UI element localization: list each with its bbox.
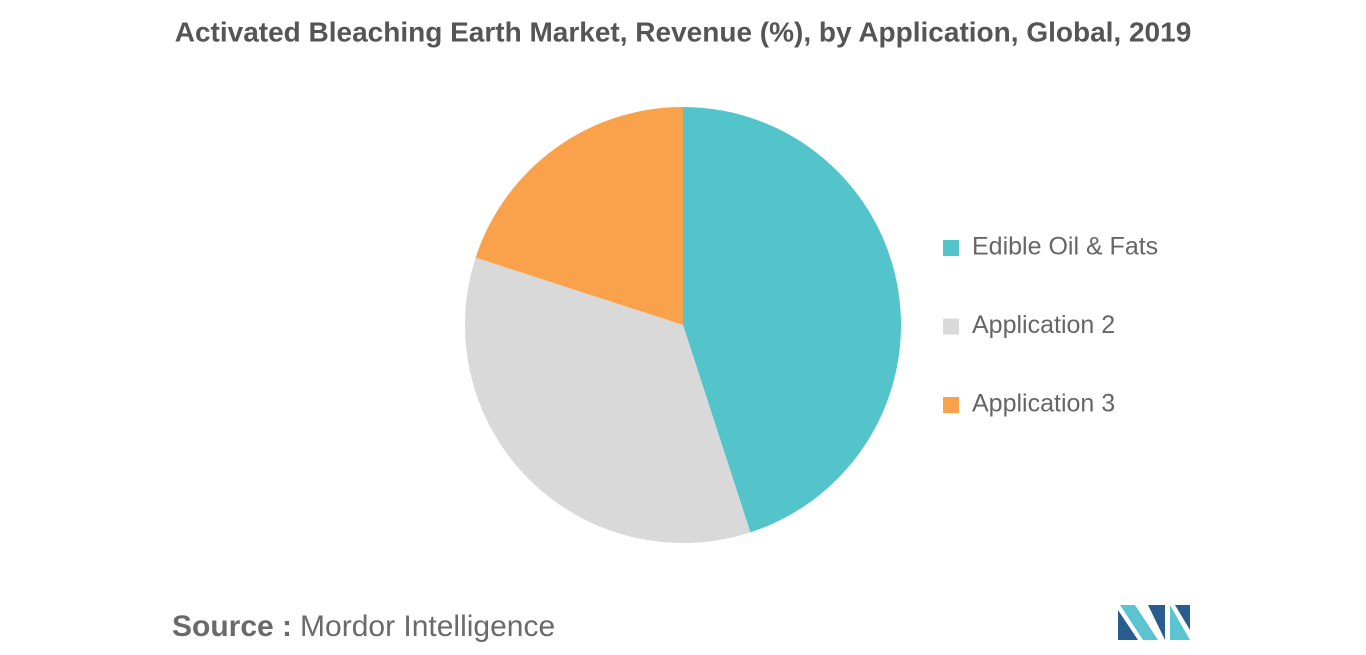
legend-label: Application 3 xyxy=(972,390,1115,418)
pie xyxy=(464,107,901,543)
pie-slice xyxy=(683,107,901,533)
legend-swatch xyxy=(943,240,959,256)
source-name: Mordor Intelligence xyxy=(300,610,555,643)
legend-swatch xyxy=(943,397,959,413)
logo xyxy=(1118,605,1190,640)
pie-slice xyxy=(464,257,751,543)
legend-swatch xyxy=(943,318,959,335)
legend: Edible Oil & Fats Application 2 Applicatio… xyxy=(943,233,1158,418)
legend-label: Application 2 xyxy=(972,311,1115,339)
source-line: Source : Mordor Intelligence xyxy=(172,610,555,643)
legend-label: Edible Oil & Fats xyxy=(972,233,1158,261)
chart-title: Activated Bleaching Earth Market, Revenu… xyxy=(175,16,1192,47)
source-label: Source : xyxy=(172,610,292,643)
pie-slice xyxy=(475,107,683,325)
